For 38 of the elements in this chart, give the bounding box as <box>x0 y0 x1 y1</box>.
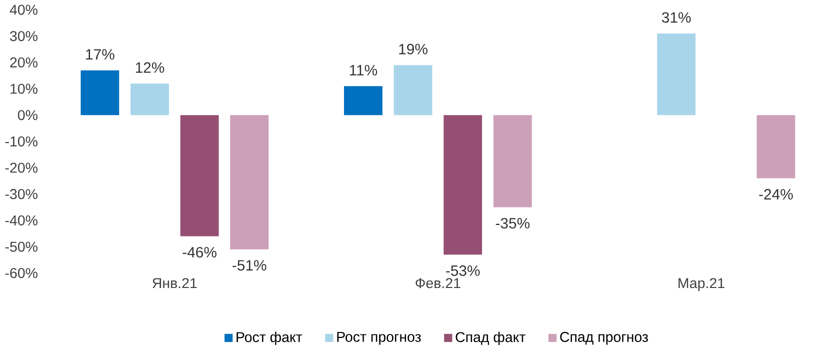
data-label: -46% <box>182 247 216 258</box>
legend-label: Спад факт <box>456 332 526 346</box>
data-label: 19% <box>399 44 428 54</box>
bar <box>344 86 382 116</box>
bar <box>80 70 120 116</box>
y-tick-label: 30% <box>10 31 38 42</box>
y-tick-label: -30% <box>5 189 38 200</box>
y-tick-label: -10% <box>5 136 38 147</box>
data-label: 17% <box>86 49 114 60</box>
data-label: -24% <box>759 189 793 200</box>
y-tick-label: -60% <box>5 268 38 278</box>
y-tick-label: -50% <box>5 242 38 252</box>
y-tick-label: 40% <box>10 4 38 15</box>
bar <box>657 34 696 116</box>
bar <box>756 115 796 178</box>
bar <box>130 84 169 116</box>
legend-label: Рост факт <box>236 332 302 346</box>
data-label: -53% <box>446 265 480 276</box>
y-tick-label: -20% <box>5 162 38 173</box>
bar <box>493 115 532 208</box>
data-label: -51% <box>232 260 266 271</box>
bar <box>180 115 219 236</box>
bar <box>394 65 432 116</box>
y-tick-label: -40% <box>5 215 38 226</box>
x-tick-label: Янв.21 <box>152 278 197 288</box>
legend-label: Спад прогноз <box>560 332 648 345</box>
bar <box>444 115 482 255</box>
data-label: -35% <box>496 218 530 229</box>
data-label: 31% <box>662 12 691 23</box>
x-tick-label: Мар.21 <box>678 278 724 292</box>
data-label: 11% <box>350 65 378 76</box>
y-tick-label: 20% <box>10 57 38 68</box>
legend-label: Рост прогноз <box>337 332 421 345</box>
y-tick-label: 0% <box>18 110 38 120</box>
data-label: 12% <box>136 62 164 73</box>
y-tick-label: 10% <box>10 84 38 94</box>
x-tick-label: Фев.21 <box>416 278 460 288</box>
bar <box>230 115 269 250</box>
